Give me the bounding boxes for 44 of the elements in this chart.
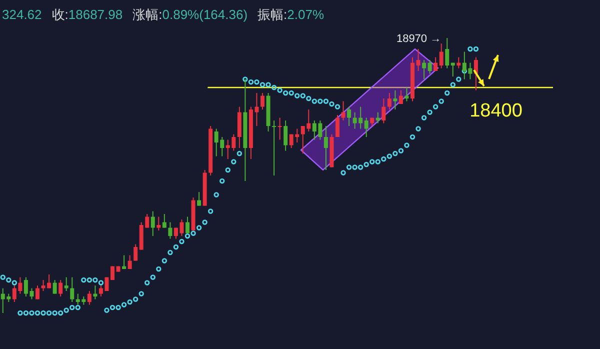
annotation: 324.62 <box>2 7 42 22</box>
candlestick <box>439 43 444 69</box>
annotation: 涨幅:0.89%(164.36) <box>132 7 248 22</box>
candlestick <box>278 117 282 140</box>
candlestick <box>382 98 386 124</box>
candlestick <box>162 214 166 228</box>
candlestick <box>134 244 138 262</box>
annotation: 18970 → <box>396 33 442 45</box>
candlestick <box>93 285 98 300</box>
candlestick <box>168 222 172 240</box>
annotation: 振幅:2.07% <box>258 7 324 22</box>
candlestick <box>284 120 288 152</box>
candlestick <box>450 62 455 77</box>
candlestick <box>364 117 368 138</box>
candlestick <box>387 92 392 110</box>
candlestick <box>156 216 161 231</box>
candlestick <box>434 56 438 72</box>
candlestick <box>456 56 461 69</box>
candlestick <box>70 276 74 302</box>
candlestick <box>122 254 126 270</box>
candlestick <box>404 87 409 102</box>
candlestick <box>393 90 398 110</box>
candlestick <box>197 192 202 206</box>
candlestick <box>64 276 68 292</box>
candlestick <box>150 210 155 236</box>
candlestick <box>128 254 132 270</box>
candlestick <box>324 126 328 170</box>
candlestick <box>376 112 380 124</box>
candlestick <box>260 92 264 110</box>
candlestick <box>428 60 432 74</box>
candlestick <box>347 106 352 126</box>
candlestick <box>58 280 63 297</box>
annotation: 18400 <box>470 100 522 122</box>
candlestick <box>445 38 450 69</box>
candlestick <box>341 100 346 121</box>
candlestick <box>52 280 57 294</box>
candlestick <box>422 60 426 80</box>
candlestick <box>272 120 276 176</box>
candlestick <box>398 90 403 104</box>
candlestick <box>87 290 92 306</box>
candlestick <box>416 48 420 72</box>
annotation: 收:18687.98 <box>52 7 123 22</box>
candlestick <box>36 285 40 300</box>
candlestick <box>336 114 340 138</box>
